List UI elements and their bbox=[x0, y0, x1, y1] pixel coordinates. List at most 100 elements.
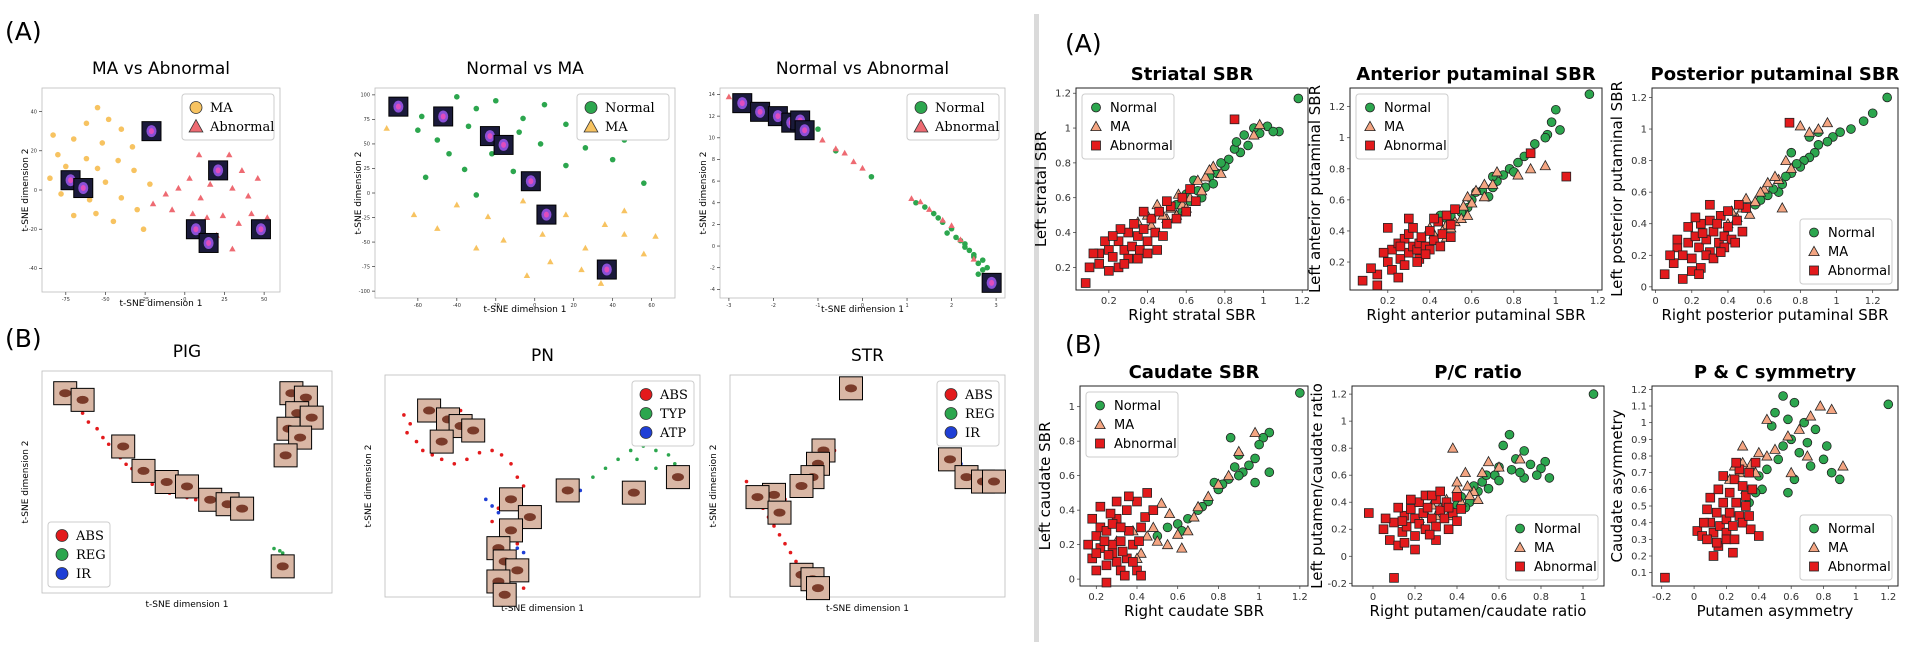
data-point bbox=[197, 194, 204, 201]
data-point bbox=[1536, 463, 1546, 474]
thumbnail bbox=[141, 121, 162, 142]
data-point bbox=[162, 190, 169, 197]
data-point bbox=[1803, 126, 1816, 137]
x-tick-label: 1 bbox=[905, 303, 908, 309]
data-point bbox=[603, 466, 608, 471]
x-tick-label: 0.4 bbox=[1449, 592, 1465, 603]
data-point bbox=[1451, 476, 1463, 487]
thumbnail bbox=[555, 478, 580, 503]
thumbnail bbox=[621, 480, 646, 505]
data-point bbox=[1295, 388, 1305, 398]
data-point bbox=[1410, 531, 1420, 541]
data-point bbox=[1737, 481, 1748, 491]
chart-caudate-sbr: Caudate SBR 0.2 0.4 0.6 0.8 1 1.2 0 0.2 0.4 0.6 0.8… bbox=[1036, 362, 1309, 620]
data-point bbox=[975, 260, 982, 267]
data-point bbox=[1441, 210, 1452, 221]
data-point bbox=[1470, 184, 1482, 196]
legend-label: Normal bbox=[1110, 101, 1157, 116]
data-point bbox=[850, 158, 857, 165]
y-tick-label: 1 bbox=[1065, 124, 1071, 135]
data-point bbox=[1443, 524, 1454, 535]
data-point bbox=[515, 475, 520, 479]
x-tick-label: 1 bbox=[1260, 296, 1266, 307]
y-tick-label: 4 bbox=[712, 200, 715, 206]
data-point bbox=[264, 214, 271, 221]
data-point bbox=[1162, 522, 1173, 533]
data-point bbox=[1107, 539, 1118, 550]
data-point bbox=[520, 115, 526, 122]
y-axis-label: Caudate asymmetry bbox=[1608, 409, 1626, 562]
data-point bbox=[1730, 237, 1741, 248]
x-tick-label: 0 bbox=[861, 303, 864, 309]
thumbnail-brain-core bbox=[528, 178, 534, 185]
data-point bbox=[1212, 478, 1225, 489]
x-tick-label: 0.2 bbox=[1407, 592, 1423, 603]
legend-label: Normal bbox=[1828, 226, 1875, 241]
data-point bbox=[1708, 226, 1719, 237]
data-point bbox=[635, 457, 639, 462]
data-point bbox=[1821, 441, 1832, 451]
data-point bbox=[1225, 432, 1236, 443]
legend-label: MA bbox=[1828, 245, 1848, 260]
data-point bbox=[1781, 171, 1791, 182]
data-point bbox=[1154, 206, 1164, 217]
y-tick-label: 0 bbox=[1341, 552, 1347, 563]
data-point bbox=[1357, 275, 1368, 286]
data-point bbox=[1519, 446, 1529, 456]
data-point bbox=[979, 267, 986, 273]
data-point bbox=[1171, 528, 1184, 539]
data-point bbox=[563, 162, 569, 169]
data-point bbox=[1397, 516, 1408, 526]
data-point bbox=[1732, 215, 1742, 226]
data-point bbox=[1711, 507, 1722, 518]
data-point bbox=[1203, 163, 1216, 175]
data-point bbox=[744, 479, 749, 484]
data-point bbox=[1672, 234, 1683, 245]
y-tick-label: 0.4 bbox=[1329, 226, 1345, 237]
data-point bbox=[86, 197, 93, 203]
legend: MA Abnormal bbox=[181, 93, 275, 141]
data-point bbox=[1115, 522, 1126, 533]
legend: Normal MA Abnormal bbox=[1355, 93, 1449, 160]
y-axis-label: t-SNE dimension 2 bbox=[364, 445, 374, 528]
thumbnail bbox=[230, 496, 255, 521]
left-panel-label-b: (B) bbox=[5, 324, 42, 353]
x-tick-label: -20 bbox=[492, 303, 500, 309]
data-point bbox=[421, 448, 425, 453]
legend-marker bbox=[1809, 227, 1819, 238]
thumbnail-lesion bbox=[845, 384, 857, 393]
data-point bbox=[1250, 453, 1260, 464]
data-point bbox=[1786, 147, 1797, 158]
data-point bbox=[102, 179, 109, 185]
x-tick-label: -40 bbox=[453, 303, 461, 309]
data-point bbox=[473, 244, 480, 251]
data-point bbox=[1243, 140, 1253, 151]
data-point bbox=[278, 549, 282, 553]
data-point bbox=[1744, 467, 1754, 478]
data-point bbox=[582, 244, 589, 251]
y-tick-label: 8 bbox=[712, 157, 715, 163]
data-point bbox=[1789, 397, 1800, 408]
data-point bbox=[1493, 461, 1505, 472]
x-tick-label: -2 bbox=[771, 303, 776, 309]
data-point bbox=[80, 411, 85, 415]
data-point bbox=[1692, 526, 1703, 536]
data-point bbox=[1094, 259, 1105, 269]
thumbnail-brain-core bbox=[501, 141, 507, 148]
thumbnail bbox=[596, 259, 617, 280]
thumbnail-lesion bbox=[204, 495, 217, 504]
data-point bbox=[248, 210, 255, 217]
legend-label: Abnormal bbox=[209, 120, 274, 135]
data-point bbox=[1134, 536, 1144, 546]
y-axis-label: Left stratal SBR bbox=[1032, 131, 1050, 247]
x-tick-label: 0.2 bbox=[1101, 296, 1117, 307]
data-point bbox=[461, 166, 468, 173]
y-tick-label: 0.2 bbox=[1331, 525, 1347, 536]
legend-marker bbox=[1090, 120, 1102, 132]
data-point bbox=[490, 504, 494, 508]
data-point bbox=[1463, 489, 1476, 500]
data-point bbox=[1152, 245, 1163, 255]
data-point bbox=[1393, 272, 1404, 283]
data-point bbox=[414, 439, 419, 444]
